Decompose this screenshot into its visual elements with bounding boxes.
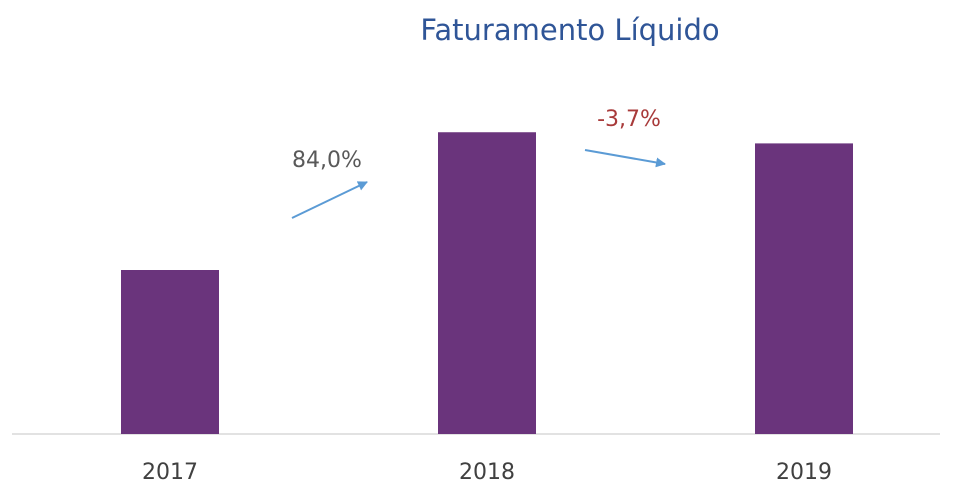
x-tick-label: 2019 — [776, 460, 832, 485]
bar — [755, 143, 853, 434]
x-tick-label: 2018 — [459, 460, 515, 485]
bar — [121, 270, 219, 434]
annotation: 84,0% — [292, 148, 362, 173]
arrow — [584, 149, 666, 168]
annotation: -3,7% — [597, 107, 661, 132]
bar — [438, 132, 536, 435]
x-tick-label: 2017 — [142, 460, 198, 485]
arrow — [291, 181, 368, 219]
chart-title: Faturamento Líquido — [420, 13, 719, 47]
